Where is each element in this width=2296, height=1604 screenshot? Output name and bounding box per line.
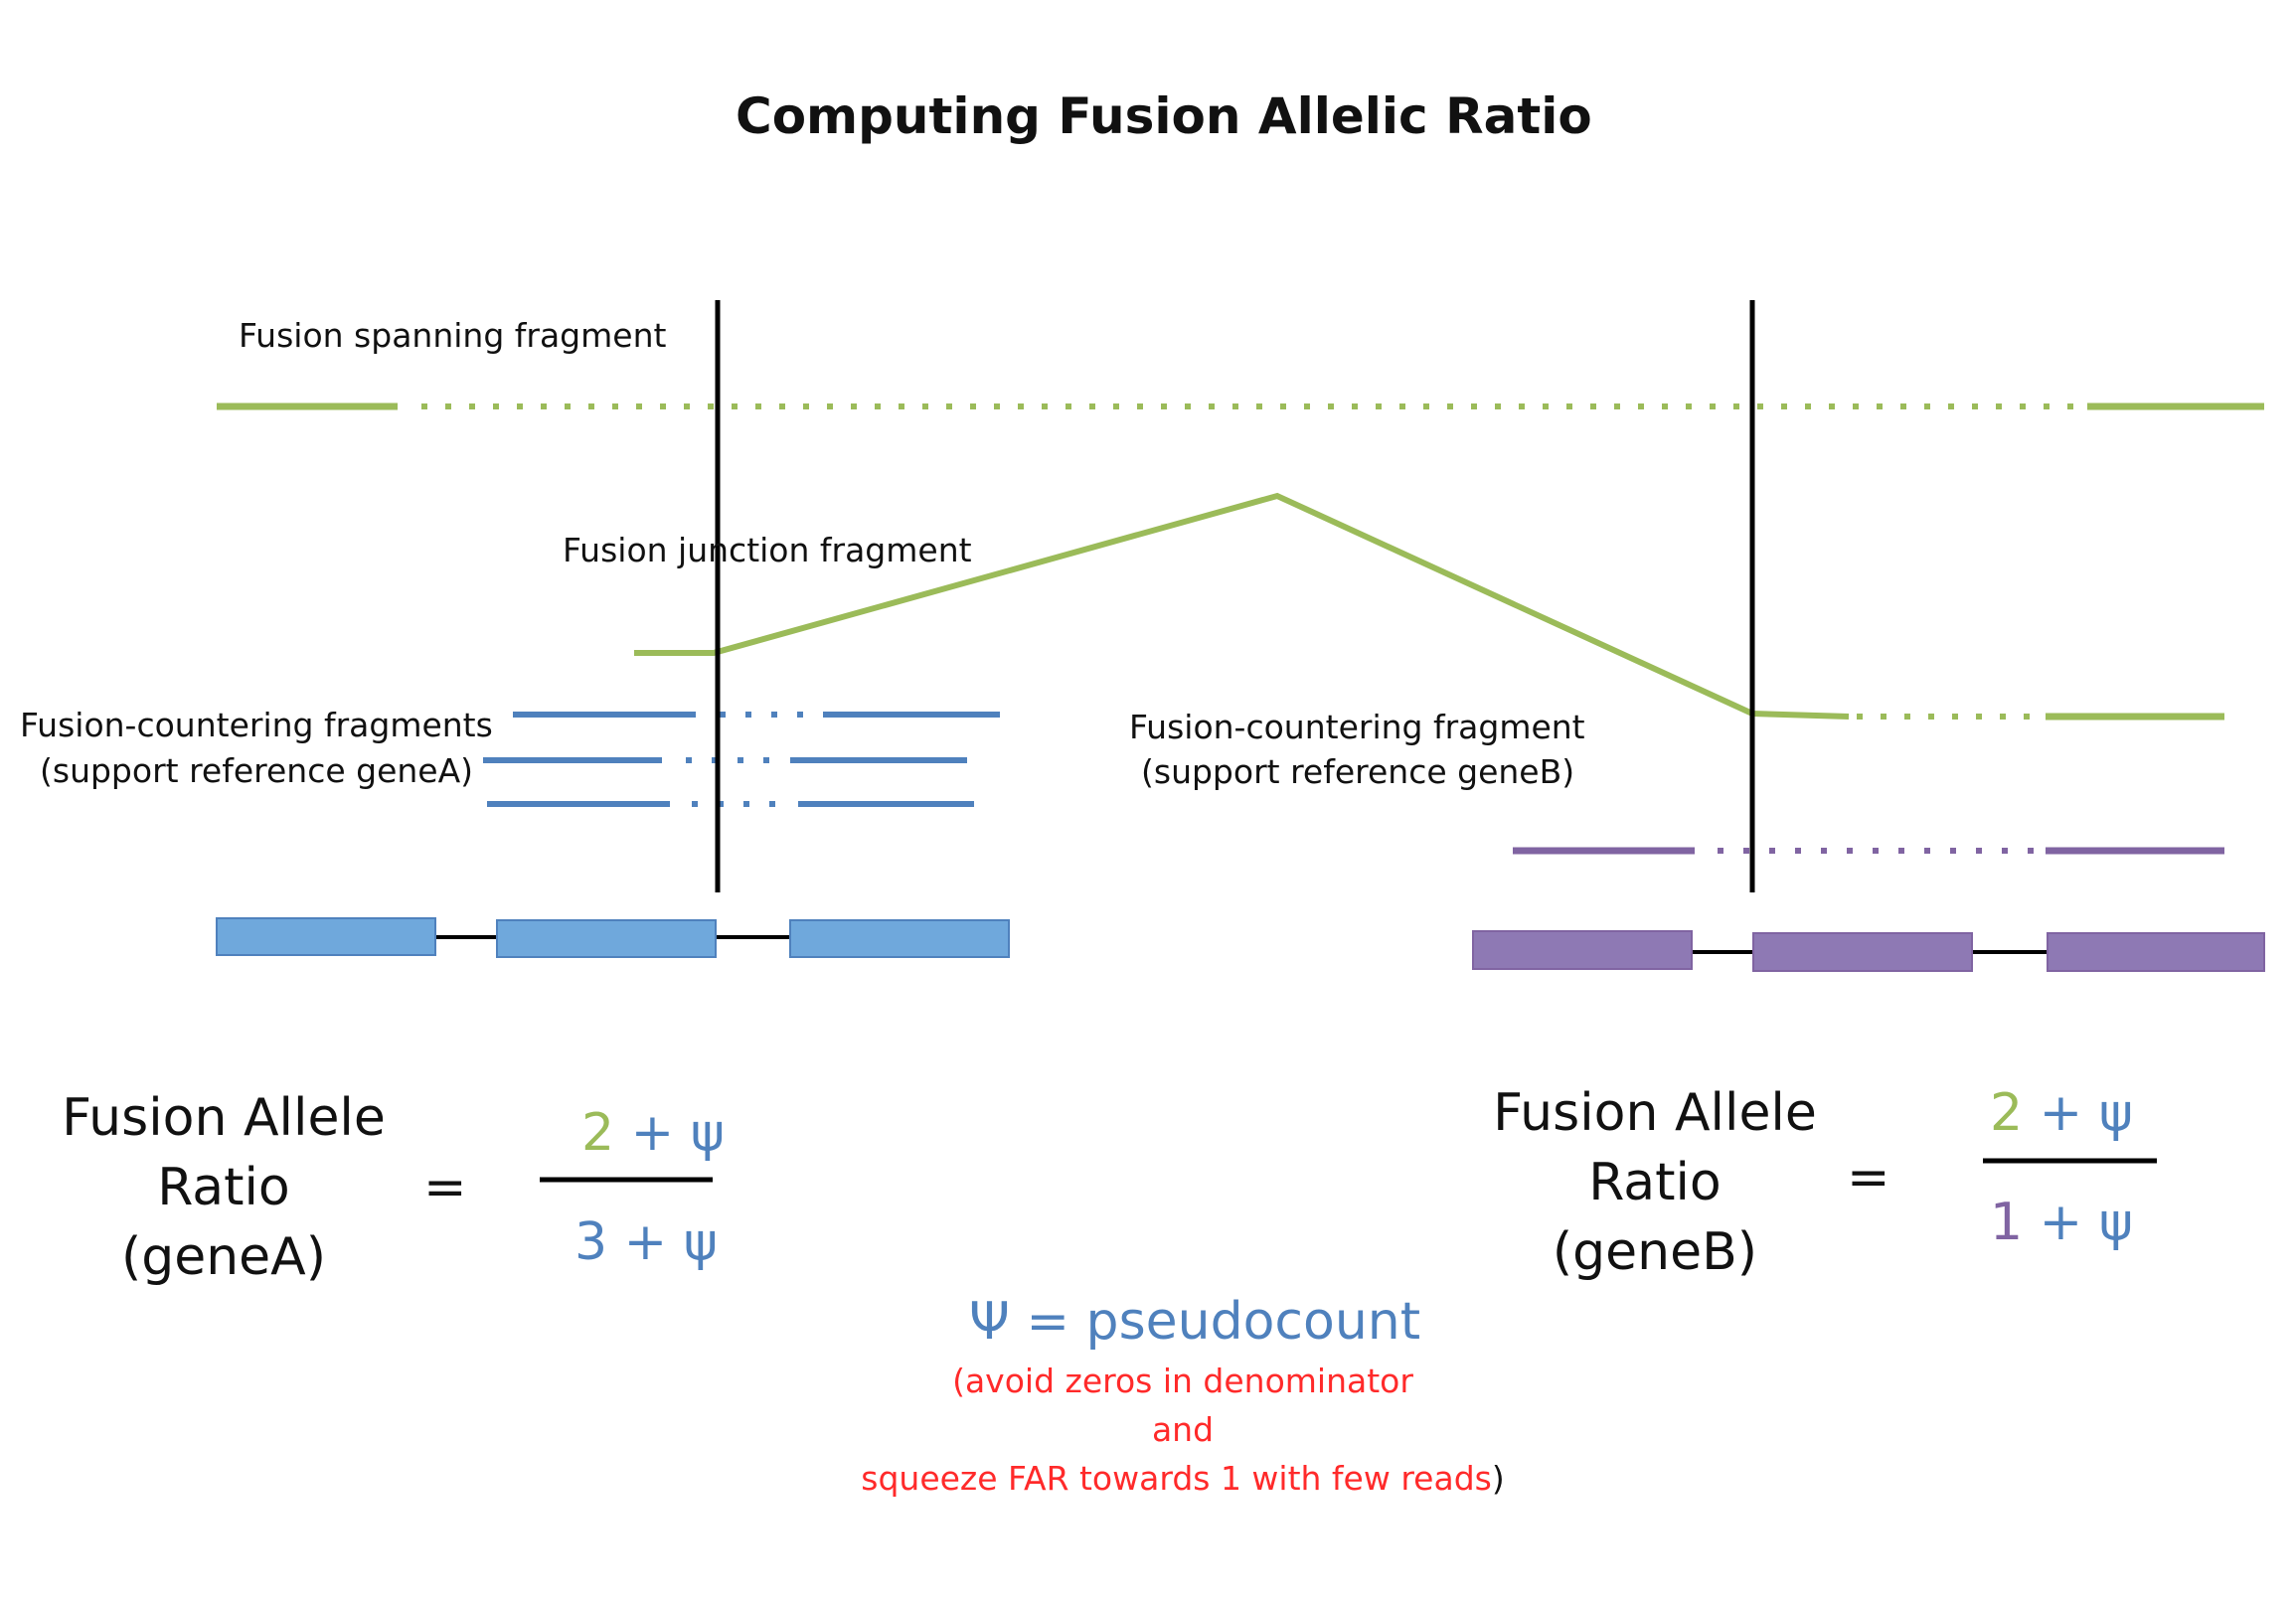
pseudocount-definition: Ψ = pseudocount — [969, 1292, 1421, 1352]
formula-a-label: Fusion Allele Ratio (geneA) — [40, 1083, 408, 1292]
formula-b-numerator-count: 2 — [1990, 1083, 2024, 1143]
formula-b-numerator-psi: + ψ — [2039, 1083, 2134, 1143]
pseudocount-note-line1: (avoid zeros in denominator — [952, 1362, 1413, 1400]
formula-a-numerator-psi: + ψ — [630, 1103, 726, 1163]
gene-a-exon-1 — [216, 917, 436, 956]
pseudocount-note-line2: and — [1151, 1410, 1215, 1449]
formula-a-line3: (geneA) — [120, 1227, 327, 1287]
gene-b-exon-1 — [1472, 930, 1693, 970]
gene-b-exon-2 — [1752, 932, 1973, 972]
junction-label: Fusion junction fragment — [563, 531, 972, 569]
countering-b-label-line1: Fusion-countering fragment — [1129, 708, 1585, 746]
junction-fragment — [634, 492, 2224, 721]
formula-a-line2: Ratio — [157, 1158, 290, 1217]
formula-b-line3: (geneB) — [1552, 1222, 1758, 1282]
pseudocount-note-close: ) — [1491, 1459, 1505, 1498]
junction-read-split — [634, 492, 1850, 720]
countering-a-label-line1: Fusion-countering fragments — [20, 706, 493, 744]
formula-b-denominator-count: 1 — [1990, 1193, 2024, 1252]
formula-a-denominator-psi: + ψ — [623, 1212, 719, 1272]
formula-b-denominator-psi: + ψ — [2039, 1193, 2134, 1252]
spanning-label: Fusion spanning fragment — [239, 316, 667, 355]
formula-b-equals: = — [1847, 1148, 1890, 1207]
formula-b-denominator: 1 + ψ — [1990, 1193, 2133, 1252]
page-title: Computing Fusion Allelic Ratio — [736, 87, 1592, 145]
formula-b-line1: Fusion Allele — [1493, 1083, 1817, 1143]
pseudocount-note-line3: squeeze FAR towards 1 with few reads) — [696, 1454, 1670, 1503]
formula-a-equals: = — [423, 1158, 467, 1217]
pseudocount-note-line3-text: squeeze FAR towards 1 with few reads — [861, 1459, 1492, 1498]
countering-fragments-a — [483, 712, 1000, 807]
gene-a-exon-2 — [496, 919, 717, 958]
formula-a-denominator: 3 + ψ — [574, 1212, 718, 1272]
gene-b — [1472, 930, 2265, 972]
countering-a-label-line2: (support reference geneA) — [40, 751, 474, 790]
gene-a-exon-3 — [789, 919, 1010, 958]
formula-a-denominator-count: 3 — [574, 1212, 608, 1272]
formula-b-label: Fusion Allele Ratio (geneB) — [1471, 1078, 1839, 1287]
pseudocount-note: (avoid zeros in denominator and squeeze … — [696, 1357, 1670, 1503]
formula-a-numerator-count: 2 — [581, 1103, 615, 1163]
formula-a-line1: Fusion Allele — [62, 1088, 386, 1148]
formula-b-line2: Ratio — [1588, 1153, 1722, 1212]
gene-a — [216, 917, 1010, 958]
countering-b-label-line2: (support reference geneB) — [1141, 752, 1575, 791]
gene-b-exon-3 — [2047, 932, 2265, 972]
formula-b-numerator: 2 + ψ — [1990, 1083, 2133, 1143]
formula-a-numerator: 2 + ψ — [581, 1103, 725, 1163]
